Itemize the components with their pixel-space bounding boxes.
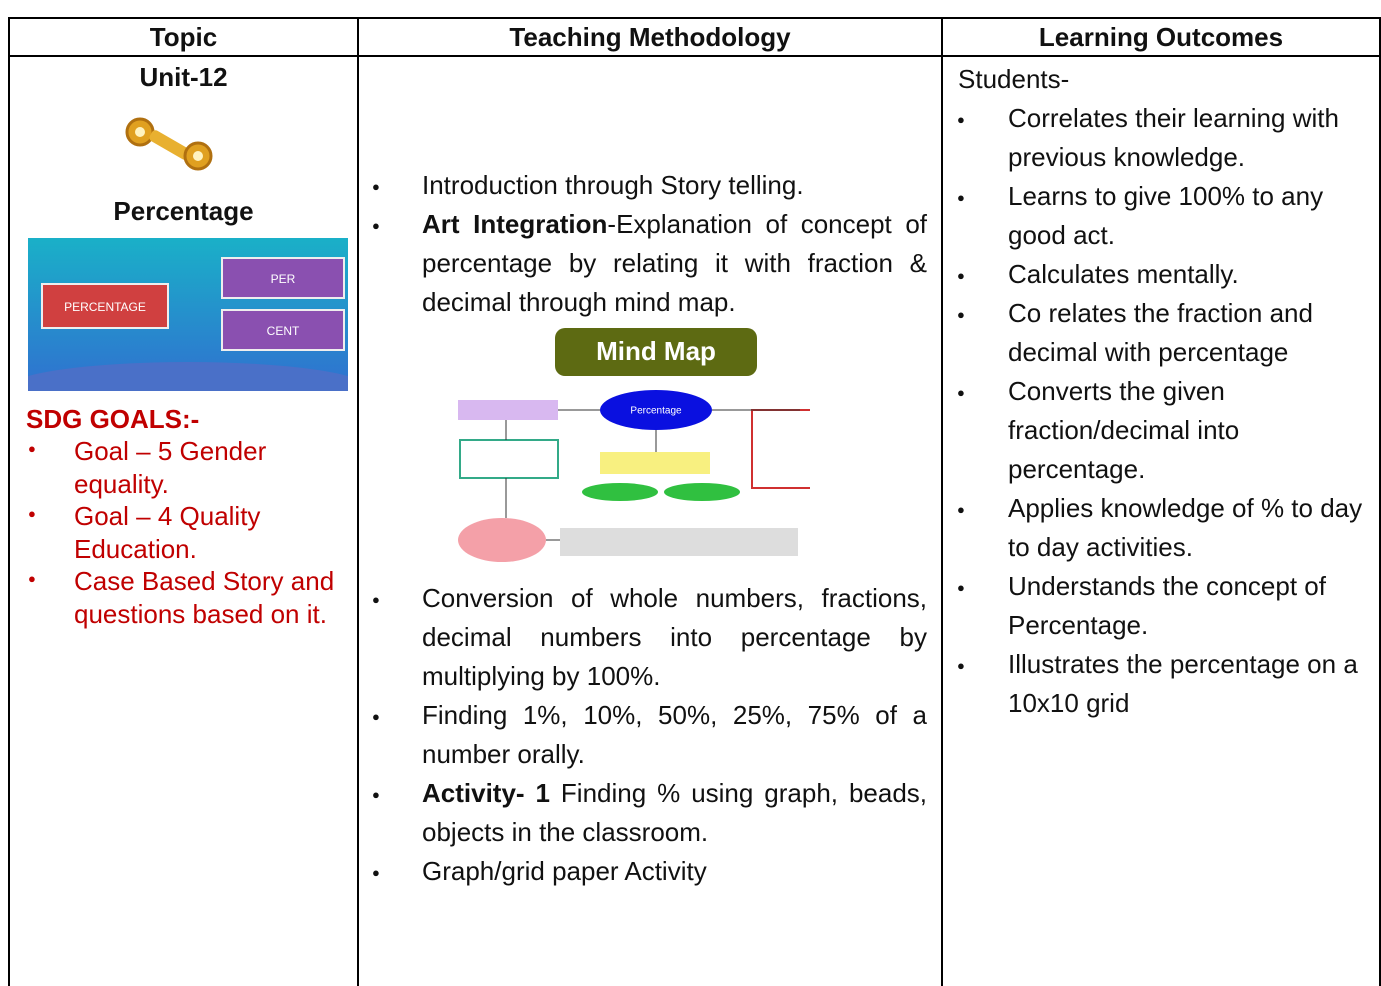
method-item: Finding 1%, 10%, 50%, 25%, 75% of a numb… bbox=[358, 696, 927, 774]
sdg-list: Goal – 5 Gender equality.Goal – 4 Qualit… bbox=[8, 433, 348, 630]
method-text: -Explanation of concept of percentage by… bbox=[422, 209, 927, 317]
unit: Unit-12 bbox=[139, 62, 228, 92]
header: Topic bbox=[149, 22, 218, 52]
outcome-item: Correlates their learning with previous … bbox=[942, 99, 1374, 177]
sdg-item: Goal – 4 Quality Education. bbox=[8, 498, 348, 565]
topic-title: Percentage bbox=[113, 196, 254, 226]
border bbox=[1379, 17, 1381, 986]
header: Teaching Methodology bbox=[509, 22, 791, 52]
method-item: Activity- 1 Finding % using graph, beads… bbox=[358, 774, 927, 852]
outcome-item: Illustrates the percentage on a 10x10 gr… bbox=[942, 645, 1374, 723]
image-text: PER bbox=[271, 272, 296, 286]
method-bold: Art Integration bbox=[422, 209, 608, 239]
border bbox=[8, 55, 1381, 57]
method-text: Finding % using graph, beads, objects in… bbox=[422, 778, 928, 847]
method-text: Conversion of whole numbers, fractions, … bbox=[422, 583, 927, 691]
outcome-item: Applies knowledge of % to day to day act… bbox=[942, 489, 1374, 567]
method-item: Conversion of whole numbers, fractions, … bbox=[358, 579, 927, 696]
sdg-heading: SDG GOALS:- bbox=[26, 404, 200, 434]
outcome-item: Calculates mentally. bbox=[942, 255, 1374, 295]
border bbox=[8, 17, 1381, 19]
outcomes-intro: Students- bbox=[958, 64, 1070, 94]
outcome-item: Learns to give 100% to any good act. bbox=[942, 177, 1374, 255]
outcome-item: Co relates the fraction and decimal with… bbox=[942, 294, 1374, 372]
sdg-item: Goal – 5 Gender equality. bbox=[8, 433, 348, 500]
outcomes-list: Correlates their learning with previous … bbox=[942, 99, 1374, 723]
sdg-item: Case Based Story and questions based on … bbox=[8, 563, 348, 630]
percentage-image: PERCENTAGE PER CENT bbox=[28, 238, 348, 391]
method-list: Introduction through Story telling. Art I… bbox=[358, 166, 927, 322]
method-item: Art Integration-Explanation of concept o… bbox=[358, 205, 927, 322]
mind-map-center: Percentage bbox=[630, 406, 682, 417]
mind-map-image: Mind Map Percentage bbox=[458, 328, 810, 562]
method-item: Graph/grid paper Activity bbox=[358, 852, 927, 892]
method-bold: Activity- 1 bbox=[422, 778, 550, 808]
method-text: Finding 1%, 10%, 50%, 25%, 75% of a numb… bbox=[422, 700, 927, 769]
method-text: Introduction through Story telling. bbox=[422, 170, 804, 200]
method-list: Conversion of whole numbers, fractions, … bbox=[358, 579, 927, 892]
border bbox=[357, 17, 359, 986]
percent-icon bbox=[125, 117, 213, 171]
header: Learning Outcomes bbox=[1038, 22, 1284, 52]
method-text: Graph/grid paper Activity bbox=[422, 856, 707, 886]
outcome-item: Converts the given fraction/decimal into… bbox=[942, 372, 1374, 489]
image-text: PERCENTAGE bbox=[64, 300, 146, 314]
method-item: Introduction through Story telling. bbox=[358, 166, 927, 206]
mind-map-title: Mind Map bbox=[596, 336, 716, 366]
outcome-item: Understands the concept of Percentage. bbox=[942, 567, 1374, 645]
image-text: CENT bbox=[267, 324, 300, 338]
